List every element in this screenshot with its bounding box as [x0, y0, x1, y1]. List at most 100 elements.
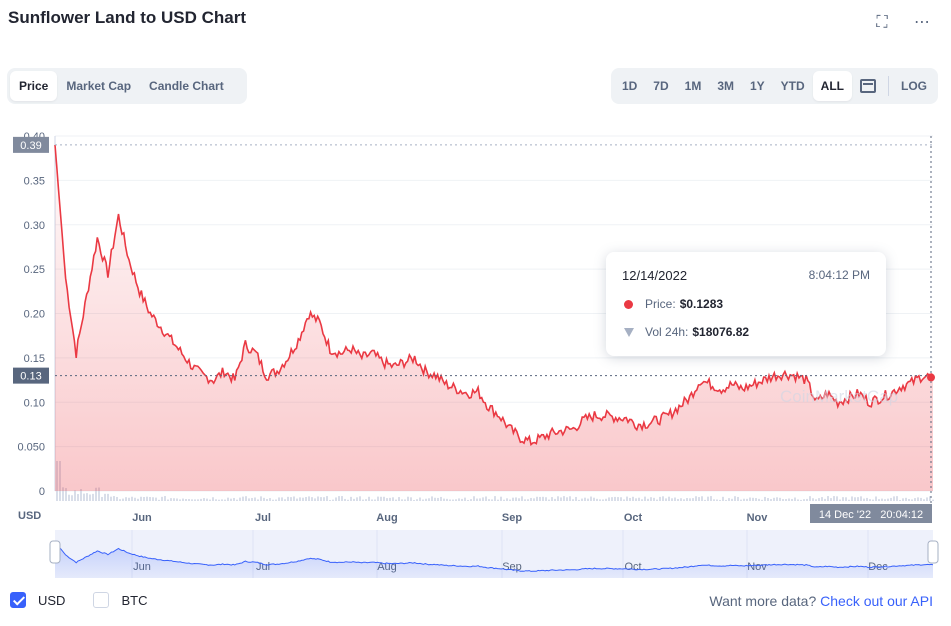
volume-bar [131, 496, 133, 501]
volume-bar [137, 498, 139, 501]
volume-bar [716, 499, 718, 501]
tooltip-vol-label: Vol 24h: [645, 325, 689, 339]
volume-bar [308, 496, 310, 501]
volume-bar [65, 488, 67, 501]
volume-bar [536, 496, 538, 501]
range-7d[interactable]: 7D [653, 79, 669, 93]
volume-bar [731, 498, 733, 501]
range-all[interactable]: ALL [812, 71, 852, 101]
y-tick-label: 0.10 [24, 397, 45, 409]
volume-bar [365, 499, 367, 501]
volume-bar [758, 498, 760, 501]
volume-bar [875, 496, 877, 501]
volume-bar [524, 499, 526, 501]
volume-bar [269, 498, 271, 501]
volume-bar [617, 497, 619, 501]
btc-label: BTC [121, 592, 148, 608]
volume-bar [791, 498, 793, 501]
volume-bar [593, 497, 595, 501]
volume-bar [920, 497, 922, 501]
expand-icon[interactable]: ⛶ [876, 14, 888, 31]
volume-bar [590, 496, 592, 501]
volume-bar [653, 497, 655, 501]
range-1m[interactable]: 1M [684, 79, 702, 93]
calendar-button[interactable] [852, 71, 884, 101]
volume-bar [215, 499, 217, 501]
calendar-icon [860, 79, 876, 93]
tooltip-price-label: Price: [645, 297, 676, 311]
price-dot-icon [624, 299, 633, 309]
btc-checkbox[interactable] [93, 592, 110, 608]
range-1d[interactable]: 1D [621, 79, 638, 93]
volume-bar [812, 498, 814, 501]
volume-bar [122, 498, 124, 501]
volume-bar [371, 499, 373, 501]
volume-bar [191, 499, 193, 501]
volume-bar [290, 497, 292, 501]
volume-bar [452, 499, 454, 501]
volume-bar [449, 499, 451, 501]
volume-bar [428, 498, 430, 501]
volume-bar [821, 497, 823, 501]
volume-bar [233, 497, 235, 501]
volume-bar [467, 499, 469, 501]
tab-market-cap[interactable]: Market Cap [66, 79, 132, 93]
volume-bar [857, 497, 859, 501]
volume-bar [107, 493, 109, 501]
volume-bar [497, 499, 499, 501]
volume-bar [500, 496, 502, 501]
ellipsis-icon[interactable]: ⋯ [914, 14, 930, 31]
volume-bar [356, 497, 358, 501]
volume-bar [200, 498, 202, 501]
volume-bar [596, 498, 598, 501]
volume-bar [80, 489, 82, 501]
volume-bar [194, 499, 196, 501]
volume-bar [104, 493, 106, 501]
crosshair-label-box [810, 504, 932, 523]
volume-bar [569, 496, 571, 501]
tab-candle-chart[interactable]: Candle Chart [149, 79, 224, 93]
volume-bar [767, 498, 769, 501]
volume-bar [533, 498, 535, 501]
volume-bar [212, 497, 214, 501]
usd-checkbox[interactable] [10, 592, 26, 608]
volume-bar [605, 498, 607, 501]
volume-bar [725, 499, 727, 501]
navigator-handle-left[interactable] [49, 540, 61, 564]
api-link[interactable]: Check out our API [820, 593, 933, 609]
volume-bar [740, 499, 742, 501]
volume-bar [257, 499, 259, 501]
volume-bar [824, 498, 826, 501]
volume-bar [686, 498, 688, 501]
volume-bar [530, 497, 532, 501]
x-tick-label: Jun [132, 512, 152, 524]
volume-bar [512, 497, 514, 501]
volume-bar [638, 497, 640, 501]
log-toggle[interactable]: LOG [901, 79, 927, 93]
tab-price[interactable]: Price [10, 71, 58, 101]
volume-bar [314, 498, 316, 501]
volume-bar [239, 497, 241, 501]
currency-label: USD [18, 510, 41, 522]
volume-bar [746, 498, 748, 501]
volume-bar [548, 499, 550, 501]
volume-bar [797, 499, 799, 501]
range-ytd[interactable]: YTD [780, 79, 805, 93]
navigator-handle-right[interactable] [927, 540, 939, 564]
volume-bar [785, 499, 787, 501]
volume-bar [860, 496, 862, 501]
volume-bar [677, 498, 679, 501]
volume-bar [554, 498, 556, 501]
range-1y[interactable]: 1Y [749, 79, 765, 93]
volume-bar [902, 498, 904, 501]
range-3m[interactable]: 3M [717, 79, 734, 93]
volume-bar [488, 499, 490, 501]
volume-bar [317, 496, 319, 501]
volume-bar [881, 498, 883, 501]
volume-bar [434, 497, 436, 501]
volume-bar [83, 493, 85, 501]
volume-bar [374, 499, 376, 501]
volume-bar [419, 497, 421, 501]
volume-bar [623, 499, 625, 501]
